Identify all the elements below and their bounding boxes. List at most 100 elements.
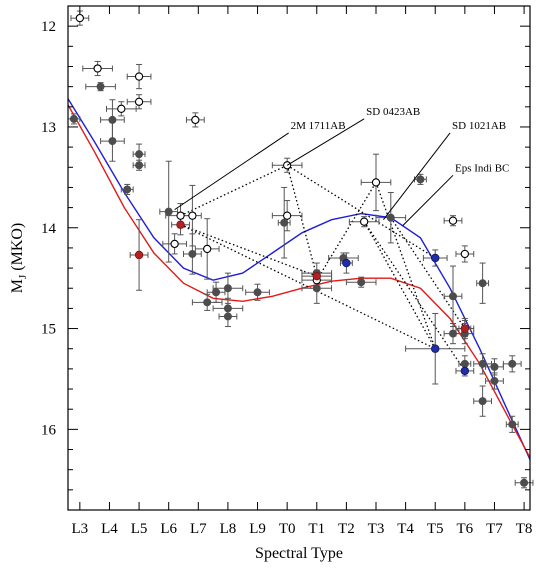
- annotation-pointer-line: [402, 174, 454, 227]
- filled-data-point: [490, 376, 499, 385]
- object-annotations: 2M 1711AB SD 0423AB SD 1021AB Eps Indi BC: [174, 106, 509, 227]
- annotation-pointer-line: [286, 118, 365, 166]
- y-axis-title: MJ (MKO): [9, 223, 29, 294]
- svg-text:MJ (MKO): MJ (MKO): [9, 223, 29, 294]
- filled-data-point: [135, 161, 144, 170]
- annotation-label: 2M 1711AB: [291, 120, 346, 132]
- open-data-point: [117, 104, 126, 113]
- filled-data-point: [508, 420, 517, 429]
- filled-data-point: [460, 359, 469, 368]
- x-tick-label: L4: [101, 521, 118, 537]
- filled-data-point: [448, 292, 457, 301]
- x-tick-label: L5: [131, 521, 148, 537]
- open-data-point: [448, 216, 458, 225]
- filled-data-point: [416, 175, 425, 184]
- x-tick-label: L7: [190, 521, 207, 537]
- y-axis-title-main: M: [9, 279, 26, 293]
- annotation-label: SD 0423AB: [366, 106, 420, 118]
- filled-data-point: [490, 362, 499, 371]
- open-data-point: [191, 115, 200, 125]
- filled-data-point: [203, 298, 212, 307]
- filled-data-point: [357, 278, 366, 287]
- x-tick-label: T2: [338, 521, 355, 537]
- filled-data-point: [386, 213, 395, 222]
- y-tick-label: 16: [41, 422, 57, 438]
- dotted-link-line: [286, 165, 318, 277]
- blue-data-point: [431, 344, 440, 353]
- x-tick-label: T6: [457, 521, 474, 537]
- x-tick-label: T0: [279, 521, 296, 537]
- filled-data-point: [312, 284, 321, 293]
- filled-data-point: [478, 397, 487, 406]
- x-axis: L3 L4 L5 L6 L7 L8 L9 T0 T1 T2 T3 T4 T5 T6 T7 T8: [72, 6, 533, 537]
- filled-data-point: [69, 114, 78, 123]
- annotation-label: SD 1021AB: [452, 120, 506, 132]
- blue-fit-curve: [67, 98, 531, 460]
- plot-frame: [67, 5, 531, 511]
- x-tick-label: L8: [220, 521, 237, 537]
- filled-data-point: [188, 249, 197, 258]
- red-data-point: [312, 271, 321, 281]
- x-tick-label: L6: [160, 521, 177, 537]
- x-axis-title: Spectral Type: [255, 545, 343, 562]
- open-data-point: [170, 239, 179, 249]
- y-tick-label: 12: [41, 19, 56, 35]
- blue-data-point: [460, 366, 470, 376]
- dotted-links: [180, 164, 466, 372]
- filled-data-point: [123, 185, 132, 194]
- open-data-point: [371, 178, 381, 187]
- filled-data-point: [253, 288, 262, 297]
- y-tick-label: 13: [41, 120, 56, 136]
- filled-data-point: [448, 329, 457, 338]
- y-tick-label: 15: [41, 322, 56, 338]
- x-tick-label: T3: [368, 521, 385, 537]
- filled-data-point: [212, 288, 221, 297]
- y-axis: 12 13 14 15 16: [41, 19, 530, 511]
- annotation-pointer-line: [383, 132, 451, 221]
- x-tick-label: L9: [249, 521, 266, 537]
- blue-data-point: [431, 253, 440, 263]
- filled-data-point: [280, 218, 289, 227]
- filled-data-point: [508, 359, 517, 368]
- open-data-point: [93, 64, 102, 73]
- dotted-link-line: [363, 221, 436, 350]
- filled-data-point: [223, 284, 232, 293]
- filled-data-point: [108, 137, 117, 146]
- filled-data-point: [223, 312, 232, 321]
- y-tick-label: 14: [41, 221, 57, 237]
- open-data-point: [360, 217, 369, 226]
- open-data-point: [134, 72, 144, 81]
- filled-data-point: [108, 115, 117, 124]
- dotted-link-line: [286, 164, 436, 259]
- x-tick-label: T7: [486, 521, 503, 537]
- open-data-point: [203, 244, 212, 254]
- y-axis-title-subscript: J: [17, 274, 29, 279]
- annotation-label: Eps Indi BC: [455, 162, 509, 174]
- data-markers: [69, 13, 529, 487]
- x-tick-label: L3: [72, 521, 89, 537]
- open-data-point: [460, 249, 469, 259]
- filled-data-point: [96, 82, 105, 91]
- filled-data-point: [135, 150, 144, 159]
- y-axis-title-suffix: (MKO): [9, 223, 26, 275]
- filled-data-point: [223, 304, 232, 313]
- annotation-pointer-line: [174, 132, 289, 211]
- x-tick-label: T8: [516, 521, 533, 537]
- filled-data-point: [164, 207, 173, 216]
- filled-data-point: [520, 478, 529, 487]
- dotted-link-line: [316, 182, 377, 281]
- open-data-point: [188, 211, 197, 220]
- open-data-point: [283, 211, 292, 220]
- filled-data-point: [478, 279, 487, 288]
- open-data-point: [75, 13, 84, 23]
- filled-data-point: [478, 359, 487, 368]
- blue-data-point: [342, 258, 351, 268]
- x-tick-label: T4: [397, 521, 414, 537]
- dotted-link-line: [180, 224, 317, 277]
- open-data-point: [176, 211, 185, 220]
- red-data-point: [460, 324, 470, 333]
- x-tick-label: T5: [427, 521, 444, 537]
- dotted-link-line: [180, 224, 436, 350]
